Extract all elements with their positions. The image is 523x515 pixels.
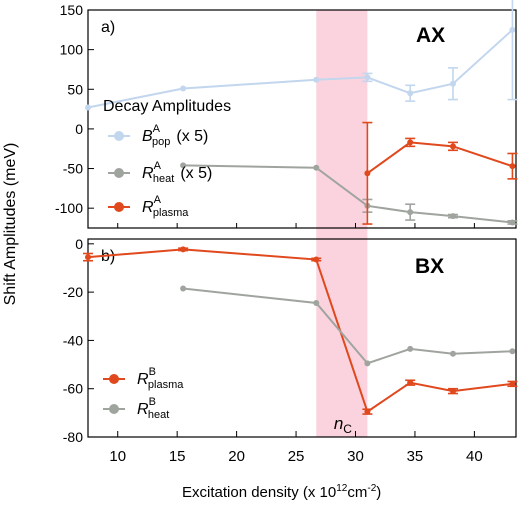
- legend-r-heat-a-swatch-marker: [114, 168, 124, 178]
- data-point-b-plasma: [180, 246, 187, 253]
- legend-b-pop-label: BA pop (x 5): [142, 123, 208, 148]
- legend-r-plasma-b-swatch-marker: [109, 374, 119, 384]
- y-tick-label: -20: [63, 284, 83, 300]
- data-point-b-plasma: [85, 254, 91, 261]
- legend-b-pop-swatch-marker: [114, 131, 124, 141]
- y-tick-label: -100: [55, 200, 83, 216]
- data-point-a-pop: [509, 26, 516, 33]
- data-point-a-plasma: [449, 143, 456, 150]
- data-point-b-plasma: [364, 408, 371, 415]
- panel-corner-label: BX: [415, 255, 444, 278]
- x-tick-label: 30: [347, 448, 364, 465]
- data-point-b-heat: [313, 299, 320, 306]
- legend-r-heat-b-swatch-marker: [109, 404, 119, 414]
- y-tick-label: -60: [63, 381, 83, 397]
- x-tick-label: 15: [169, 448, 186, 465]
- panel-label: a): [101, 19, 115, 36]
- legend-r-plasma-a-label: RA plasma: [142, 194, 189, 219]
- data-point-b-heat: [180, 285, 187, 292]
- x-tick-label: 35: [407, 448, 424, 465]
- data-point-b-plasma: [449, 388, 456, 395]
- data-point-a-plasma: [509, 163, 516, 170]
- y-tick-label: 0: [75, 121, 83, 137]
- data-point-b-heat: [407, 345, 414, 352]
- panel-frame-b: [87, 238, 517, 438]
- legend-r-heat-a-label: RA heat (x 5): [142, 160, 212, 185]
- panel-label: b): [101, 248, 115, 265]
- data-point-a-pop: [407, 90, 414, 97]
- series-line-a-heat: [183, 164, 513, 224]
- x-axis-label: Excitation density (x 1012cm-2): [182, 483, 381, 501]
- data-point-a-plasma: [407, 139, 414, 146]
- data-point-b-heat: [449, 350, 456, 357]
- data-point-b-plasma: [313, 256, 320, 263]
- data-point-a-pop: [180, 85, 187, 92]
- y-tick-label: 50: [67, 81, 83, 97]
- data-point-b-plasma: [509, 380, 516, 387]
- data-point-a-pop: [364, 74, 371, 81]
- y-tick-label: 0: [75, 236, 83, 252]
- data-point-a-heat: [180, 162, 187, 169]
- y-axis-label: Shift Amplitudes (meV): [2, 143, 19, 306]
- x-tick-label: 10: [109, 448, 126, 465]
- data-point-a-heat: [509, 219, 516, 226]
- data-point-a-pop: [449, 80, 456, 87]
- series-line-b-heat: [183, 287, 513, 365]
- y-tick-label: -80: [63, 429, 83, 445]
- x-tick-label: 25: [288, 448, 305, 465]
- data-point-b-heat: [364, 360, 371, 367]
- y-tick-label: -40: [63, 332, 83, 348]
- data-point-b-heat: [509, 348, 516, 355]
- data-point-a-plasma: [364, 170, 371, 177]
- legend-r-heat-b-label: RB heat: [137, 396, 169, 421]
- series-line-a-plasma: [366, 141, 513, 175]
- panel-frame-a: [87, 9, 517, 229]
- data-point-a-pop: [85, 104, 91, 111]
- y-tick-label: 150: [60, 2, 84, 18]
- data-point-a-pop: [313, 76, 320, 83]
- legend-r-plasma-b-label: RB plasma: [137, 366, 184, 391]
- data-point-a-heat: [313, 164, 320, 171]
- panel-corner-label: AX: [416, 24, 445, 47]
- critical-density-band: [316, 10, 368, 437]
- data-point-b-plasma: [407, 379, 414, 386]
- x-tick-label: 20: [228, 448, 245, 465]
- y-tick-label: 100: [60, 42, 84, 58]
- data-point-a-heat: [407, 209, 414, 216]
- x-tick-label: 40: [466, 448, 483, 465]
- legend-r-plasma-a-swatch-marker: [114, 202, 124, 212]
- y-tick-label: -50: [63, 161, 83, 177]
- legend-title: Decay Amplitudes: [103, 98, 231, 115]
- data-point-a-heat: [449, 213, 456, 220]
